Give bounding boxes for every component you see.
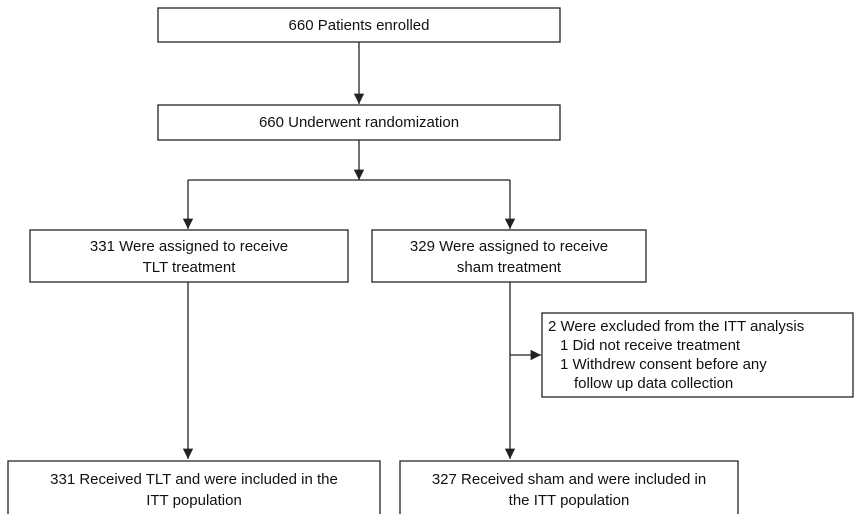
box-text: 660 Patients enrolled <box>289 17 430 34</box>
box-text: 331 Were assigned to receive <box>90 238 288 255</box>
box-text: 331 Received TLT and were included in th… <box>50 471 338 488</box>
box-text: ITT population <box>146 492 242 509</box>
box-text: 327 Received sham and were included in <box>432 471 706 488</box>
box-tlt-assigned <box>29 229 349 283</box>
box-tlt-itt <box>7 460 381 514</box>
box-enrolled <box>157 7 561 43</box>
box-text: 2 Were excluded from the ITT analysis <box>548 318 804 335</box>
box-sham-itt <box>399 460 739 514</box>
box-text: sham treatment <box>457 259 562 276</box>
box-text: 329 Were assigned to receive <box>410 238 608 255</box>
box-sham-assigned <box>371 229 647 283</box>
box-text: the ITT population <box>509 492 630 509</box>
box-randomization <box>157 104 561 141</box>
box-text: 660 Underwent randomization <box>259 114 459 131</box>
box-text: 1 Withdrew consent before any <box>560 356 767 373</box>
box-text: TLT treatment <box>143 259 237 276</box>
box-text: follow up data collection <box>574 375 733 392</box>
box-excluded <box>541 312 854 398</box>
box-text: 1 Did not receive treatment <box>560 337 741 354</box>
